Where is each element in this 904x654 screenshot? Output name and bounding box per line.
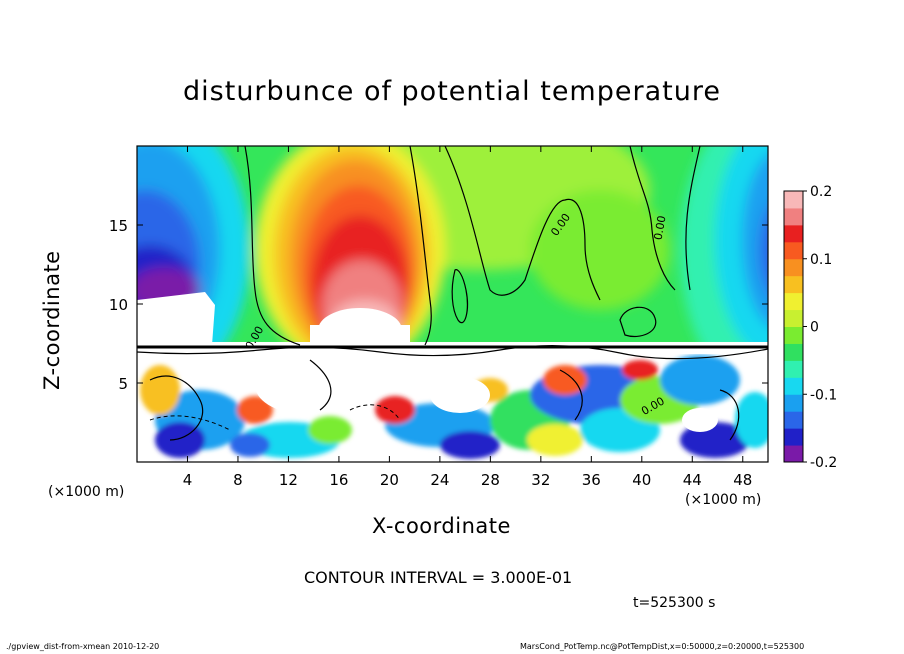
colorbar-band: [784, 241, 803, 260]
colorbar-tick-label: 0.2: [810, 184, 832, 200]
colorbar-band: [784, 309, 803, 327]
heatmap-field: [137, 146, 768, 462]
contour-label: 0.00: [652, 215, 669, 241]
colorbar-tick-label: -0.1: [810, 387, 837, 403]
x-tick-label: 4: [183, 471, 193, 489]
colorbar-tick-label: -0.2: [810, 455, 837, 471]
x-tick-label: 12: [279, 471, 298, 489]
y-tick-label: 10: [109, 296, 128, 314]
colorbar-band: [784, 207, 803, 226]
colorbar-tick-label: 0: [810, 320, 819, 336]
x-tick-label: 32: [531, 471, 550, 489]
x-tick-label: 20: [380, 471, 399, 489]
y-axis-label: Z-coordinate: [40, 250, 64, 390]
colorbar: [784, 191, 803, 463]
colorbar-band: [784, 191, 803, 209]
colorbar-band: [784, 292, 803, 311]
colorbar-band: [784, 224, 803, 243]
colorbar-band: [784, 275, 803, 294]
time-label: t=525300 s: [633, 595, 716, 611]
colorbar-band: [784, 343, 803, 361]
colorbar-tick-label: 0.1: [810, 252, 832, 268]
y-tick-label: 15: [109, 217, 128, 235]
contour-interval-note: CONTOUR INTERVAL = 3.000E-01: [304, 568, 573, 587]
colorbar-band: [784, 394, 803, 412]
x-tick-label: 16: [329, 471, 348, 489]
x-axis-unit-right: (×1000 m): [685, 492, 762, 508]
x-tick-label: 44: [683, 471, 702, 489]
x-tick-label: 8: [233, 471, 243, 489]
colorbar-band: [784, 360, 803, 378]
chart-title: disturbunce of potential temperature: [183, 76, 721, 107]
x-tick-label: 40: [632, 471, 651, 489]
colorbar-band: [784, 326, 803, 344]
footer-source: MarsCond_PotTemp.nc@PotTempDist,x=0:5000…: [520, 642, 805, 651]
x-tick-label: 48: [733, 471, 752, 489]
x-tick-label: 28: [481, 471, 500, 489]
footer-command: ./gpview_dist-from-xmean 2010-12-20: [6, 642, 160, 651]
contour-lines: [149, 146, 740, 441]
colorbar-band: [784, 377, 803, 395]
colorbar-band: [784, 411, 803, 429]
x-axis-ticks: 4 8 12 16 20 24 28 32 36 40 44 48: [183, 146, 752, 489]
y-axis-ticks: 5 10 15: [109, 217, 768, 393]
x-axis-label: X-coordinate: [372, 514, 511, 538]
x-axis-unit-left: (×1000 m): [48, 484, 125, 500]
colorbar-ticks: 0.2 0.1 0 -0.1 -0.2: [803, 184, 837, 471]
colorbar-band: [784, 445, 803, 463]
colorbar-band: [784, 428, 803, 446]
colorbar-band: [784, 258, 803, 277]
y-tick-label: 5: [118, 375, 128, 393]
x-tick-label: 24: [430, 471, 449, 489]
x-tick-label: 36: [582, 471, 601, 489]
